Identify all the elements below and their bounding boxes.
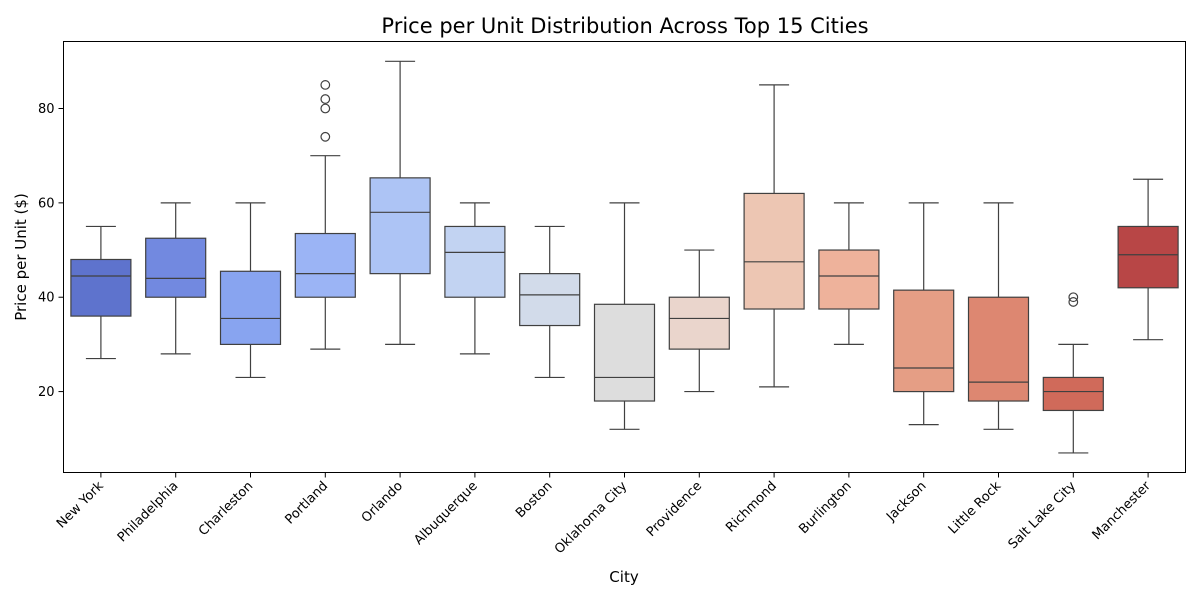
x-tick-label: Manchester	[1090, 478, 1155, 543]
box-boston[interactable]	[519, 225, 581, 379]
y-tick-label: 40	[38, 291, 55, 306]
outlier-point	[320, 94, 331, 104]
x-tick-label: Burlington	[796, 479, 854, 537]
iqr-box	[219, 270, 282, 346]
box-charleston[interactable]	[219, 202, 282, 379]
x-tick-label: New York	[54, 478, 107, 531]
x-tick-label: Charleston	[196, 479, 256, 539]
y-tick-label: 60	[38, 196, 55, 211]
iqr-box	[668, 296, 730, 350]
x-tick-label: Little Rock	[946, 478, 1005, 537]
outlier-point	[320, 103, 331, 114]
iqr-box	[967, 296, 1030, 402]
outlier-point	[320, 80, 331, 90]
iqr-box	[369, 177, 431, 275]
iqr-box	[593, 303, 656, 402]
box-richmond[interactable]	[743, 84, 805, 388]
iqr-box	[743, 192, 805, 310]
iqr-box	[1042, 376, 1104, 412]
chart-title: Price per Unit Distribution Across Top 1…	[381, 14, 868, 38]
iqr-box	[1117, 225, 1179, 289]
box-manchester[interactable]	[1117, 178, 1179, 341]
box-oklahoma-city[interactable]	[593, 202, 656, 430]
x-tick-label: Salt Lake City	[1006, 479, 1080, 553]
outlier-point	[320, 131, 331, 142]
box-jackson[interactable]	[893, 202, 955, 426]
x-tick-label: Portland	[282, 479, 331, 528]
x-tick-label: Philadelphia	[115, 479, 182, 546]
outlier-point	[1068, 297, 1079, 307]
box-orlando[interactable]	[369, 60, 431, 346]
box-salt-lake-city[interactable]	[1042, 292, 1104, 454]
box-new-york[interactable]	[70, 225, 132, 360]
x-tick-label: Orlando	[359, 479, 406, 526]
x-tick-label: Jackson	[883, 479, 929, 525]
iqr-box	[444, 225, 506, 298]
iqr-box	[818, 249, 880, 310]
x-axis-label: City	[609, 568, 639, 586]
iqr-box	[145, 237, 207, 298]
box-philadelphia[interactable]	[145, 202, 207, 355]
y-tick-label: 20	[38, 385, 55, 400]
x-tick-label: Albuquerque	[411, 479, 480, 548]
box-burlington[interactable]	[818, 202, 880, 346]
box-albuquerque[interactable]	[444, 202, 506, 355]
iqr-box	[893, 289, 955, 393]
y-axis-label: Price per Unit ($)	[12, 193, 30, 321]
box-providence[interactable]	[668, 249, 730, 393]
box-portland[interactable]	[294, 80, 356, 350]
y-tick-label: 80	[38, 102, 55, 117]
x-tick-label: Oklahoma City	[552, 479, 631, 558]
x-tick-label: Richmond	[723, 479, 780, 536]
iqr-box	[294, 232, 356, 298]
x-tick-label: Providence	[644, 479, 705, 540]
plot-area: 20 40 60 80 New York Philadelphia Charleston Po…	[38, 60, 1179, 558]
box-little-rock[interactable]	[967, 202, 1030, 430]
outlier-point	[1068, 292, 1079, 303]
iqr-box	[519, 273, 581, 327]
plot-frame	[63, 41, 1186, 473]
iqr-box	[70, 258, 132, 317]
x-tick-label: Boston	[513, 479, 555, 521]
